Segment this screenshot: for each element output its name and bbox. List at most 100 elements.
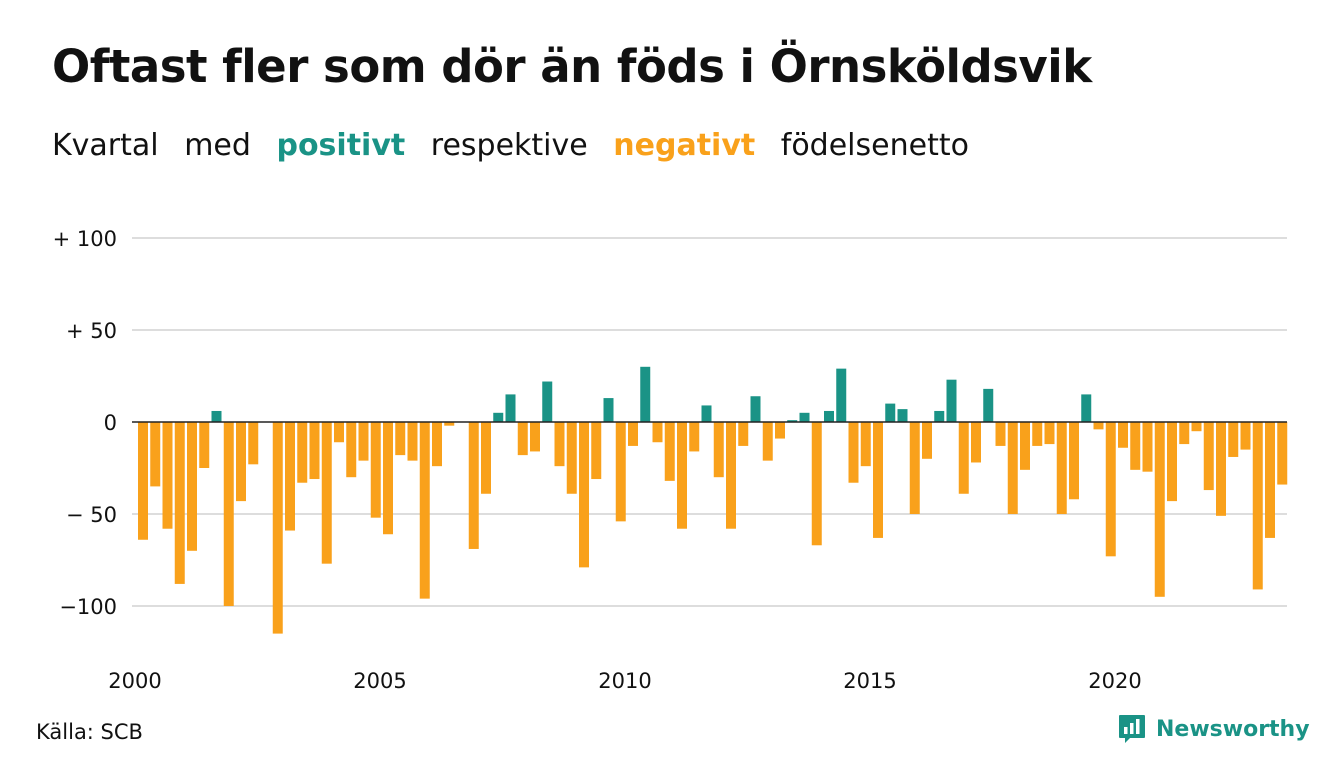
bar-positive — [505, 394, 516, 422]
bar-positive — [493, 412, 504, 422]
axis-layer: + 100 + 50 0 − 50 −100 2000 2005 2010 2015 2020 — [53, 227, 1287, 693]
bar-negative — [162, 422, 173, 529]
subtitle-word: respektive — [430, 128, 588, 163]
bar-negative — [1032, 422, 1043, 446]
bar-negative — [1203, 422, 1214, 491]
bar-negative — [297, 422, 308, 483]
bar-positive — [824, 410, 834, 422]
bar-negative — [1265, 422, 1275, 538]
subtitle-word: Kvartal — [52, 128, 159, 163]
bar-negative — [1240, 422, 1251, 450]
bar-negative — [615, 422, 626, 522]
bar-negative — [1007, 422, 1018, 514]
bar-negative — [738, 422, 749, 446]
bar-positive — [603, 398, 614, 422]
y-tick-label: + 100 — [53, 227, 117, 251]
bar-negative — [481, 422, 491, 494]
bar-negative — [1228, 422, 1239, 457]
bar-positive — [934, 410, 945, 422]
bar-negative — [468, 422, 479, 549]
brand-logo[interactable]: Newsworthy — [1118, 714, 1310, 744]
bar-positive — [750, 396, 761, 422]
bar-positive — [946, 379, 957, 422]
bar-negative — [370, 422, 381, 518]
bar-positive — [799, 412, 810, 422]
bar-negative — [309, 422, 320, 480]
bar-negative — [811, 422, 822, 546]
bar-positive — [701, 405, 712, 422]
bar-negative — [285, 422, 295, 531]
bar-negative — [150, 422, 161, 487]
bar-negative — [199, 422, 210, 468]
bar-negative — [1105, 422, 1116, 557]
bar-positive — [640, 366, 651, 422]
bar-negative — [664, 422, 675, 481]
bar-negative — [909, 422, 920, 514]
subtitle-negative-label: negativt — [613, 128, 756, 163]
bar-negative — [1191, 422, 1202, 432]
bar-negative — [1118, 422, 1128, 448]
bar-negative — [444, 422, 455, 426]
bar-positive — [983, 388, 994, 422]
x-tick-label: 2020 — [1088, 669, 1141, 693]
bar-negative — [321, 422, 332, 564]
newsworthy-logo-icon — [1119, 715, 1145, 743]
bar-negative — [1142, 422, 1153, 472]
bar-negative — [1044, 422, 1055, 445]
bar-negative — [848, 422, 859, 483]
bar-negative — [530, 422, 540, 452]
bar-negative — [554, 422, 565, 467]
bar-negative — [652, 422, 663, 443]
bar-positive — [542, 381, 553, 422]
bar-negative — [1179, 422, 1190, 445]
bar-negative — [995, 422, 1006, 446]
bar-positive — [1081, 394, 1092, 422]
bar-negative — [407, 422, 418, 461]
bar-negative — [689, 422, 700, 452]
brand-name: Newsworthy — [1156, 716, 1310, 742]
bar-layer — [138, 366, 1288, 634]
bar-positive — [885, 403, 896, 422]
y-tick-label: 0 — [104, 411, 117, 435]
bar-negative — [566, 422, 577, 494]
source-note: Källa: SCB — [36, 720, 143, 744]
y-tick-label: −100 — [59, 595, 117, 619]
bar-negative — [517, 422, 528, 456]
bar-negative — [432, 422, 442, 467]
bar-negative — [726, 422, 736, 529]
bar-negative — [591, 422, 602, 480]
bar-negative — [1277, 422, 1288, 485]
bar-negative — [1020, 422, 1030, 470]
chart-subtitle: Kvartal med positivt respektive negativt… — [52, 128, 985, 163]
bar-negative — [1252, 422, 1263, 590]
x-tick-label: 2000 — [108, 669, 161, 693]
bar-negative — [762, 422, 773, 461]
chart-title: Oftast fler som dör än föds i Örnsköldsv… — [52, 40, 1092, 93]
bar-negative — [1216, 422, 1226, 516]
x-tick-label: 2005 — [353, 669, 406, 693]
bar-negative — [628, 422, 638, 446]
bar-negative — [922, 422, 932, 459]
bar-negative — [1154, 422, 1165, 597]
bar-negative — [395, 422, 406, 456]
bar-negative — [873, 422, 883, 538]
bar-negative — [579, 422, 589, 568]
bar-negative — [958, 422, 969, 494]
bar-negative — [713, 422, 724, 478]
bar-negative — [419, 422, 430, 599]
subtitle-positive-label: positivt — [276, 128, 406, 163]
bar-negative — [223, 422, 234, 606]
bar-negative — [1069, 422, 1079, 500]
bar-negative — [677, 422, 687, 529]
bar-negative — [383, 422, 393, 535]
bar-negative — [1093, 422, 1104, 430]
bar-negative — [138, 422, 148, 540]
bar-negative — [334, 422, 344, 443]
bar-positive — [836, 368, 847, 422]
bar-negative — [971, 422, 981, 463]
bar-negative — [1130, 422, 1141, 470]
bar-negative — [174, 422, 185, 584]
y-tick-label: + 50 — [66, 319, 117, 343]
subtitle-word: födelsenetto — [780, 128, 969, 163]
bar-negative — [272, 422, 283, 634]
